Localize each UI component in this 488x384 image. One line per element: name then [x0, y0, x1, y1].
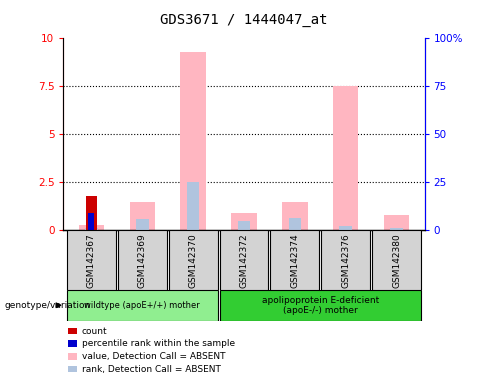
Bar [238, 221, 250, 230]
Text: apolipoprotein E-deficient
(apoE-/-) mother: apolipoprotein E-deficient (apoE-/-) mot… [262, 296, 379, 315]
Bar [282, 202, 307, 230]
Text: percentile rank within the sample: percentile rank within the sample [82, 339, 235, 348]
Bar [270, 230, 319, 290]
Text: GSM142372: GSM142372 [240, 233, 248, 288]
Bar [88, 213, 95, 230]
Bar [136, 219, 149, 230]
Text: GDS3671 / 1444047_at: GDS3671 / 1444047_at [160, 13, 328, 27]
Bar [118, 230, 167, 290]
Bar [339, 225, 352, 230]
Bar [181, 52, 206, 230]
Text: count: count [82, 326, 108, 336]
Bar [288, 218, 301, 230]
Bar [85, 227, 98, 230]
Text: wildtype (apoE+/+) mother: wildtype (apoE+/+) mother [84, 301, 200, 310]
Bar [79, 225, 104, 230]
Bar [231, 213, 257, 230]
Bar [86, 196, 97, 230]
Bar [129, 202, 155, 230]
Text: GSM142370: GSM142370 [189, 233, 198, 288]
Text: genotype/variation: genotype/variation [5, 301, 91, 310]
Text: GSM142369: GSM142369 [138, 233, 147, 288]
Text: rank, Detection Call = ABSENT: rank, Detection Call = ABSENT [82, 364, 221, 374]
Bar [169, 230, 218, 290]
Bar [220, 230, 268, 290]
Bar [67, 290, 218, 321]
Bar [372, 230, 421, 290]
Text: GSM142376: GSM142376 [341, 233, 350, 288]
Text: GSM142380: GSM142380 [392, 233, 401, 288]
Bar [220, 290, 421, 321]
Text: GSM142367: GSM142367 [87, 233, 96, 288]
Bar [187, 182, 200, 230]
Bar [333, 86, 359, 230]
Bar [390, 227, 403, 230]
Text: GSM142374: GSM142374 [290, 233, 299, 288]
Bar [321, 230, 370, 290]
Bar [67, 230, 116, 290]
Bar [384, 215, 409, 230]
Text: value, Detection Call = ABSENT: value, Detection Call = ABSENT [82, 352, 225, 361]
